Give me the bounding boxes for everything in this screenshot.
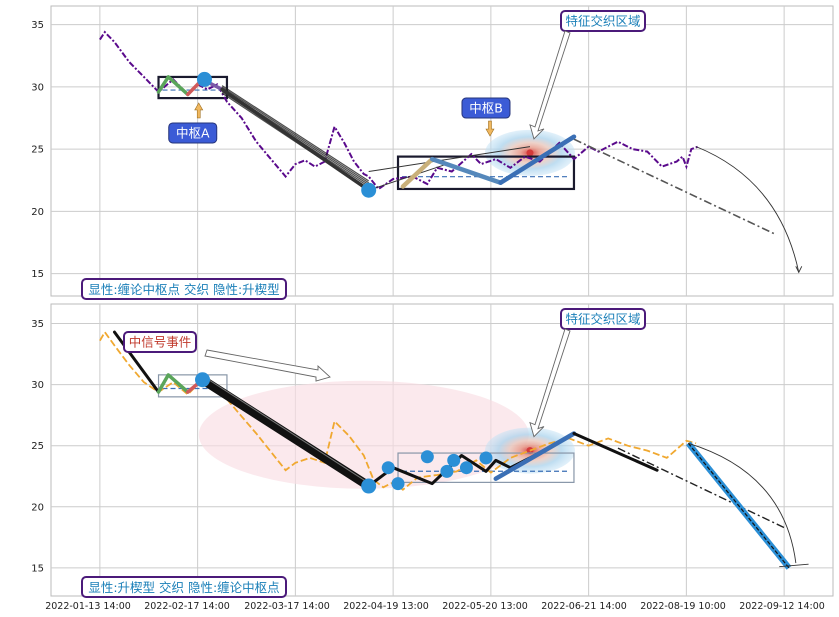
feature-label-box [560,308,646,330]
feature-label: 特征交织区域 [565,312,640,327]
hub-label-box [461,97,511,119]
pivot-point [440,464,454,478]
feature-label: 特征交织区域 [565,14,640,29]
thick-stroke-edge [202,375,369,484]
wedge-line [368,146,531,173]
y-tick-label: 30 [31,380,44,391]
hub-label: 中枢A [176,125,210,140]
bottom-price-series [99,330,697,491]
x-tick-label: 2022-08-19 10:00 [640,601,726,612]
projection-core [687,442,790,569]
pivot-point [196,71,212,87]
y-tick-label: 20 [31,207,44,218]
stroke-segment [113,330,160,394]
signal-arrow [204,349,331,382]
annotation-box [81,576,287,598]
x-axis-ticks: 2022-01-13 14:00 2022-02-17 14:00 2022-03-… [45,601,825,612]
projection-tick [779,563,809,568]
pivot-point [447,453,461,467]
hub-box [157,374,228,398]
wedge-line [368,163,448,191]
bottom-strokes [113,330,809,570]
stroke-segment [220,87,371,192]
signal-label: 中信号事件 [129,335,192,350]
hub-label: 中枢B [469,101,503,116]
stroke-segment [400,156,435,189]
y-tick-label: 35 [31,319,44,330]
top-pivot-points [196,71,377,198]
y-tick-label: 30 [31,82,44,93]
stroke-segment [156,373,190,394]
hub-label-box [168,122,218,144]
stroke-segment [498,134,577,185]
pivot-point [391,477,405,491]
wedge-line [221,85,370,182]
signal-ellipse [198,380,529,489]
x-tick-label: 2022-01-13 14:00 [45,601,131,612]
annotation-text: 显性:升楔型 交织 隐性:缠论中枢点 [88,580,279,595]
top-strokes [156,75,803,274]
x-tick-label: 2022-05-20 13:00 [442,601,528,612]
feature-label-box [560,10,646,32]
projection-arrowhead [795,266,803,274]
pivot-point [381,461,395,475]
stroke-segment [156,75,190,97]
pivot-point [459,461,473,475]
hub-box [396,155,576,191]
projection-curve [688,442,797,564]
x-tick-label: 2022-06-21 14:00 [541,601,627,612]
pivot-point [195,372,211,388]
hub-arrow [194,102,204,119]
x-tick-label: 2022-02-17 14:00 [144,601,230,612]
top-y-ticks: 15 20 25 30 35 [31,20,44,280]
hub-box [157,75,229,100]
feature-arrow [529,30,571,140]
price-line [99,330,697,491]
pivot-point [361,478,377,494]
projection-line [617,447,785,529]
annotation-text: 显性:缠论中枢点 交织 隐性:升楔型 [88,282,279,297]
hub-arrow [485,120,495,137]
annotation-box [81,278,287,300]
feature-arrow [529,328,571,438]
x-tick-label: 2022-09-12 14:00 [739,601,825,612]
feature-center-dot [526,149,534,157]
x-tick-label: 2022-04-19 13:00 [343,601,429,612]
y-tick-label: 20 [31,502,44,513]
signal-label-box [123,331,197,353]
pivot-point [420,450,434,464]
thick-stroke [198,375,374,491]
top-plot-frame [50,5,834,297]
x-tick-label: 2022-03-17 14:00 [244,601,330,612]
stroke-segment [493,431,577,481]
projection-line [573,138,775,235]
bottom-pivot-points [195,372,493,494]
y-tick-label: 15 [31,563,44,574]
projection-curve [695,146,800,273]
y-tick-label: 25 [31,441,44,452]
pivot-point [361,182,377,198]
y-tick-label: 15 [31,269,44,280]
bottom-y-ticks: 15 20 25 30 35 [31,319,44,574]
pivot-point [479,451,493,465]
y-tick-label: 35 [31,20,44,31]
stroke-segment [429,156,503,185]
stroke-segment [572,432,659,472]
wedge-line [221,86,370,184]
y-tick-label: 25 [31,145,44,156]
